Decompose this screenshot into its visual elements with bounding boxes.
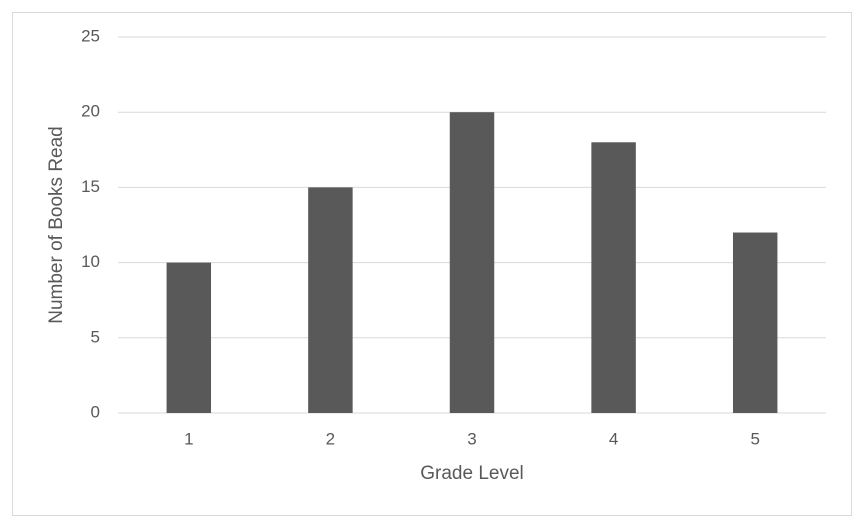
bar	[732, 232, 778, 413]
x-tick-label: 5	[750, 429, 759, 448]
y-tick-label: 10	[81, 252, 100, 271]
y-tick-label: 5	[91, 327, 100, 346]
bar	[166, 262, 212, 413]
x-tick-label: 2	[326, 429, 335, 448]
y-tick-label: 0	[91, 402, 100, 421]
x-tick-label: 1	[184, 429, 193, 448]
x-axis-title: Grade Level	[420, 463, 524, 484]
bar	[449, 112, 495, 413]
chart-border	[12, 12, 852, 516]
y-tick-label: 15	[81, 177, 100, 196]
x-tick-label: 4	[609, 429, 618, 448]
y-axis-title: Number of Books Read	[46, 126, 67, 324]
bar	[308, 187, 353, 413]
x-tick-label: 3	[467, 429, 476, 448]
y-tick-label: 20	[81, 102, 100, 121]
bar	[591, 142, 636, 413]
y-tick-label: 25	[81, 26, 100, 45]
